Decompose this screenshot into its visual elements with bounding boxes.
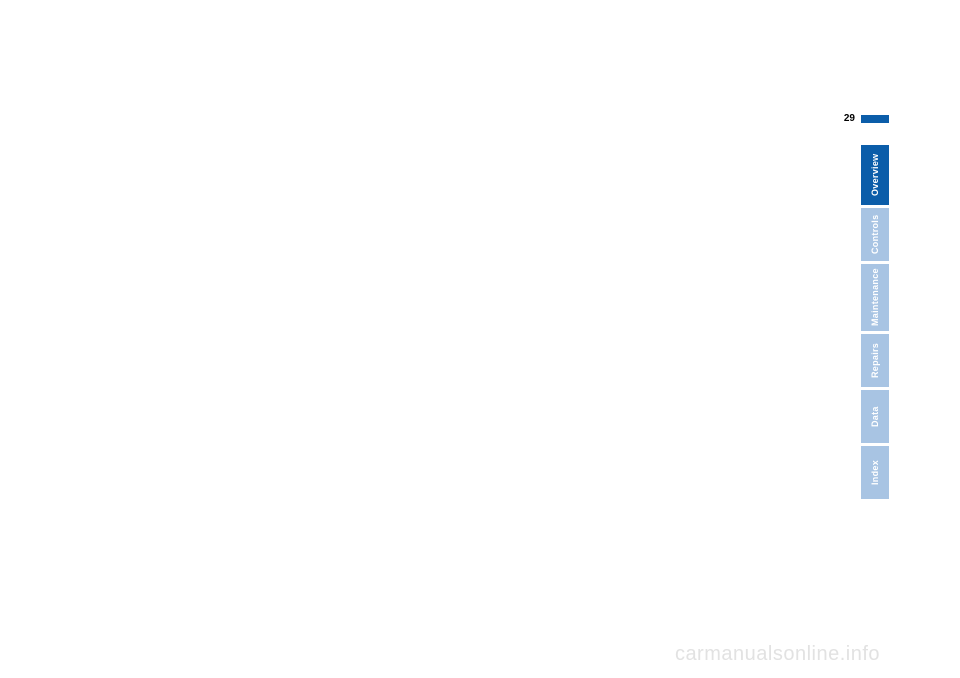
tab-data[interactable]: Data — [861, 390, 889, 443]
tab-maintenance[interactable]: Maintenance — [861, 264, 889, 331]
tab-container: Overview Controls Maintenance Repairs Da… — [861, 145, 889, 499]
page-number: 29 — [844, 113, 855, 124]
watermark: carmanualsonline.info — [675, 643, 880, 666]
tab-overview[interactable]: Overview — [861, 145, 889, 205]
page-marker — [861, 115, 889, 123]
tab-controls[interactable]: Controls — [861, 208, 889, 261]
tab-index[interactable]: Index — [861, 446, 889, 499]
tab-repairs[interactable]: Repairs — [861, 334, 889, 387]
